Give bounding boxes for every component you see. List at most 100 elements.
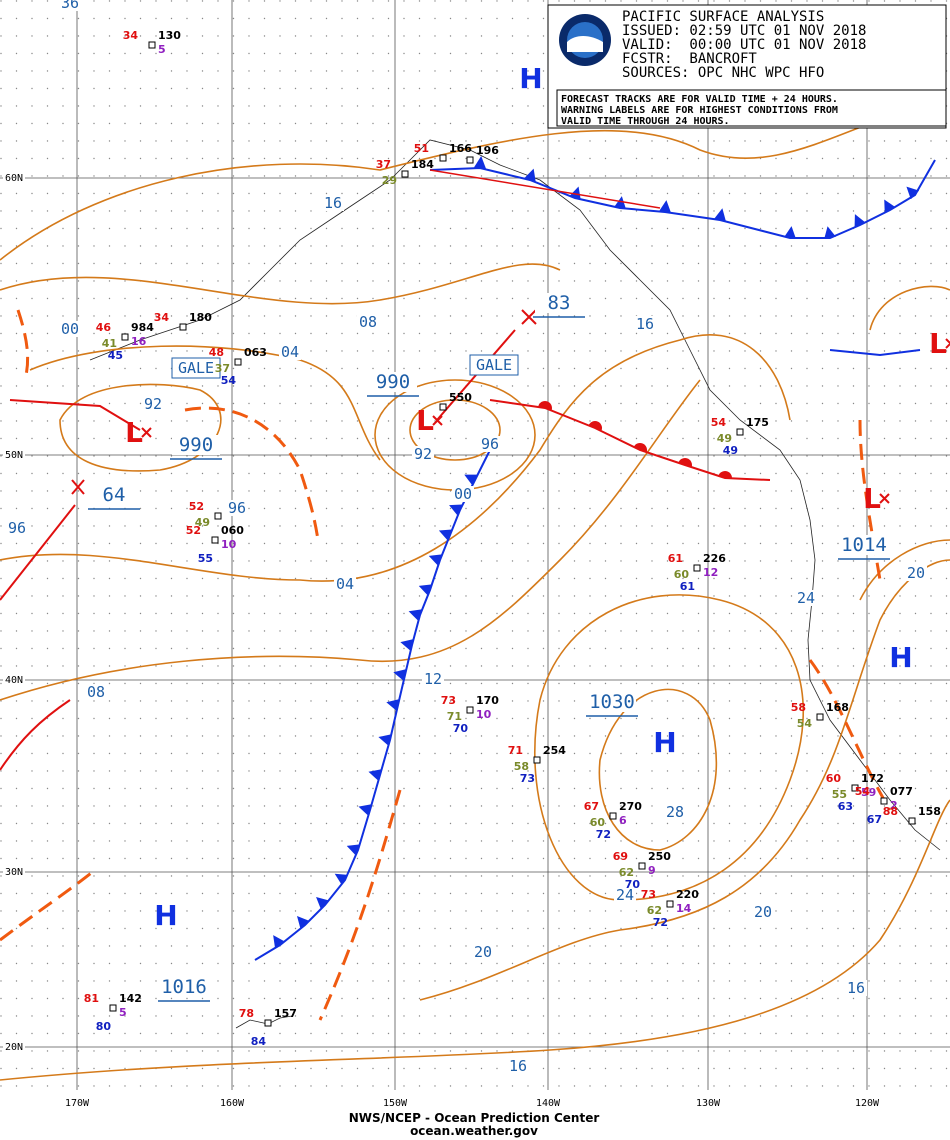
isobar-label-bg: [59, 0, 81, 11]
pressure-bg: [172, 435, 220, 455]
station-marker: [439, 154, 447, 162]
lon-label: 150W: [383, 1098, 408, 1109]
isobar-label-bg: [334, 576, 356, 592]
grid-dots: [0, 0, 950, 1090]
station-value: 175: [746, 416, 769, 429]
station-value: 71: [447, 710, 462, 723]
high-center: H: [653, 726, 676, 759]
center-pressure: 1030: [589, 691, 635, 713]
center-pressure: 64: [103, 484, 126, 506]
station-marker: [214, 512, 222, 520]
isobar-label: 36: [61, 0, 79, 12]
station-value: 37: [215, 362, 230, 375]
isobar-label: 00: [454, 485, 472, 503]
station-marker: [466, 706, 474, 714]
note-line: FORECAST TRACKS ARE FOR VALID TIME + 24 …: [561, 94, 838, 105]
warning-label: GALE: [178, 359, 214, 377]
warning-label: GALE: [476, 356, 512, 374]
isobar-label-bg: [479, 436, 501, 452]
station-value: 54: [797, 717, 813, 730]
station-value: 81: [84, 992, 99, 1005]
station-value: 550: [449, 391, 472, 404]
station-value: 168: [826, 701, 849, 714]
station-value: 12: [703, 566, 718, 579]
station-value: 29: [382, 174, 397, 187]
station-value: 54: [221, 374, 237, 387]
station-value: 52: [189, 500, 204, 513]
warning-box: [171, 357, 221, 379]
station-value: 62: [619, 866, 634, 879]
center-pressure: 1014: [841, 534, 887, 556]
note-box: [556, 89, 947, 127]
isobar-label-bg: [279, 344, 301, 360]
isobar-label-bg: [664, 804, 686, 820]
station-value: 69: [613, 850, 628, 863]
lat-label-bg: [3, 448, 25, 460]
isobar-label: 04: [336, 575, 354, 593]
station-marker: [109, 1004, 117, 1012]
station-marker: [851, 784, 859, 792]
lon-label: 170W: [65, 1098, 90, 1109]
lat-label-bg: [3, 673, 25, 685]
station-marker: [533, 756, 541, 764]
station-value: 34: [154, 311, 170, 324]
pressure-bg: [535, 293, 583, 313]
footer-line: ocean.weather.gov: [410, 1124, 538, 1138]
station-value: 158: [918, 805, 941, 818]
station-value: 78: [239, 1007, 254, 1020]
station-marker: [693, 564, 701, 572]
footer-line: NWS/NCEP - Ocean Prediction Center: [349, 1111, 600, 1125]
station-value: 49: [195, 516, 210, 529]
station-value: 2: [890, 799, 898, 812]
isobar-label: 20: [754, 903, 772, 921]
station-value: 166: [449, 142, 472, 155]
station-value: 60: [674, 568, 690, 581]
station-value: 55: [198, 552, 213, 565]
station-marker: [816, 713, 824, 721]
low-center: L: [416, 404, 434, 437]
lat-label: 60N: [5, 173, 23, 184]
isobar-label: 04: [281, 343, 299, 361]
isobar-label: 28: [666, 803, 684, 821]
station-marker: [736, 428, 744, 436]
station-value: 58: [791, 701, 806, 714]
isobar-label: 24: [797, 589, 815, 607]
lat-label: 50N: [5, 450, 23, 461]
low-center: L: [125, 416, 143, 449]
station-value: 60: [590, 816, 606, 829]
isobar-label: 16: [636, 315, 654, 333]
center-pressure: 83: [548, 292, 571, 314]
station-value: 73: [441, 694, 456, 707]
lat-label-bg: [3, 865, 25, 877]
header-title: PACIFIC SURFACE ANALYSIS: [622, 9, 824, 25]
station-value: 142: [119, 992, 142, 1005]
isobar-label: 92: [144, 395, 162, 413]
station-marker: [439, 403, 447, 411]
isobar-label-bg: [412, 446, 434, 462]
pressure-bg: [840, 535, 888, 555]
station-value: 59: [861, 786, 876, 799]
station-value: 55: [832, 788, 847, 801]
station-value: 157: [274, 1007, 297, 1020]
station-marker: [908, 817, 916, 825]
station-marker: [264, 1019, 272, 1027]
isobar-label-bg: [634, 316, 656, 332]
low-x: [945, 338, 950, 349]
station-value: 10: [221, 538, 237, 551]
isobar-label: 16: [324, 194, 342, 212]
isobar-label-bg: [59, 321, 81, 337]
note-line: VALID TIME THROUGH 24 HOURS.: [561, 116, 730, 127]
lat-label-bg: [3, 171, 25, 183]
header-sources: SOURCES: OPC NHC WPC HFO: [622, 65, 824, 81]
low-x: [432, 415, 443, 426]
noaa-logo-bird: [567, 36, 603, 52]
isobar-label: 96: [481, 435, 499, 453]
station-value: 49: [723, 444, 738, 457]
isobar-label: 08: [359, 313, 377, 331]
station-value: 63: [838, 800, 853, 813]
low-x: [879, 493, 890, 504]
isobar-label: 16: [847, 979, 865, 997]
footer-band: [0, 1090, 950, 1140]
lat-label: 30N: [5, 867, 23, 878]
